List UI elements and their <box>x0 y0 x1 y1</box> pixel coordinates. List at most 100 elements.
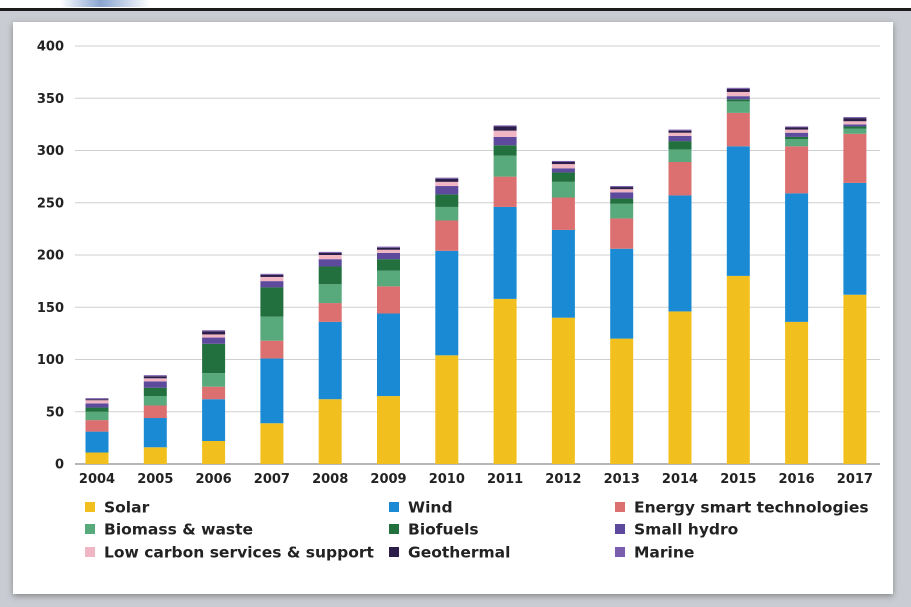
bar-stack-2004 <box>85 398 109 464</box>
bar-segment-solar-2016 <box>785 321 809 464</box>
bar-stack-2014 <box>668 129 692 464</box>
bar-segment-wind-2010 <box>435 250 459 356</box>
bar-segment-solar-2012 <box>551 317 575 464</box>
legend-item: Wind <box>389 499 453 517</box>
x-tick-label: 2017 <box>837 472 873 487</box>
bar-segment-geothermal-2013 <box>610 187 634 190</box>
x-tick-label: 2008 <box>312 472 348 487</box>
bar-segment-energy-smart-technologies-2010 <box>435 220 459 251</box>
bar-segment-geothermal-2005 <box>143 376 167 379</box>
y-tick-label: 100 <box>37 353 64 368</box>
x-tick-label: 2006 <box>196 472 232 487</box>
bar-stack-2006 <box>202 330 226 464</box>
legend-swatch <box>615 547 625 557</box>
bar-segment-low-carbon-services-support-2004 <box>85 400 109 404</box>
bar-segment-wind-2012 <box>551 229 575 318</box>
top-band <box>0 0 911 8</box>
bar-segment-low-carbon-services-support-2016 <box>785 129 809 133</box>
bar-segment-low-carbon-services-support-2009 <box>377 249 400 253</box>
bar-segment-energy-smart-technologies-2004 <box>85 420 109 432</box>
bar-segment-solar-2014 <box>668 311 692 464</box>
bar-segment-energy-smart-technologies-2013 <box>610 218 634 249</box>
legend-swatch <box>389 524 399 534</box>
bar-stack-2013 <box>610 186 634 464</box>
bar-stack-2008 <box>318 251 342 464</box>
legend-label: Low carbon services & support <box>104 544 374 562</box>
bar-segment-energy-smart-technologies-2007 <box>260 340 284 359</box>
x-tick-label: 2011 <box>487 472 523 487</box>
bar-segment-biofuels-2011 <box>493 145 517 156</box>
bar-segment-marine-2010 <box>435 177 459 179</box>
bar-segment-low-carbon-services-support-2015 <box>726 91 750 97</box>
bar-stack-2015 <box>726 87 750 464</box>
bar-segment-biofuels-2004 <box>85 407 109 412</box>
bar-segment-marine-2016 <box>785 126 809 128</box>
bar-segment-solar-2010 <box>435 355 459 464</box>
bar-stack-2007 <box>260 273 284 464</box>
bar-segment-low-carbon-services-support-2013 <box>610 189 634 193</box>
bar-segment-small-hydro-2005 <box>143 381 167 388</box>
legend-item: Solar <box>85 499 150 517</box>
legend-item: Marine <box>615 544 694 562</box>
bar-segment-energy-smart-technologies-2012 <box>551 197 575 230</box>
bar-segment-marine-2007 <box>260 273 284 275</box>
legend-item: Energy smart technologies <box>615 499 869 517</box>
bar-segment-biofuels-2006 <box>202 343 226 374</box>
bar-segment-biomass-waste-2017 <box>843 128 867 134</box>
bar-segment-energy-smart-technologies-2015 <box>726 112 750 147</box>
bar-stack-2009 <box>377 246 400 464</box>
bar-segment-marine-2013 <box>610 186 634 188</box>
bar-segment-wind-2013 <box>610 248 634 339</box>
bar-segment-energy-smart-technologies-2006 <box>202 386 226 400</box>
bar-segment-low-carbon-services-support-2006 <box>202 334 226 338</box>
bar-segment-wind-2004 <box>85 431 109 453</box>
bar-segment-energy-smart-technologies-2008 <box>318 303 342 322</box>
bar-segment-wind-2006 <box>202 399 226 442</box>
bar-segment-geothermal-2008 <box>318 252 342 255</box>
bar-segment-small-hydro-2010 <box>435 186 459 195</box>
y-tick-label: 200 <box>37 249 64 264</box>
bar-stack-2012 <box>551 160 575 464</box>
bar-segment-low-carbon-services-support-2012 <box>551 164 575 169</box>
bar-segment-small-hydro-2004 <box>85 403 109 408</box>
legend-swatch <box>389 547 399 557</box>
bar-segment-biomass-waste-2005 <box>143 396 167 406</box>
bar-segment-small-hydro-2008 <box>318 259 342 267</box>
bar-segment-small-hydro-2011 <box>493 136 517 146</box>
bar-segment-geothermal-2015 <box>726 88 750 92</box>
legend: Solar Wind Energy smart technologies Biomas… <box>85 499 869 562</box>
legend-label: Marine <box>634 544 694 562</box>
y-tick-label: 250 <box>37 196 64 211</box>
bar-segment-low-carbon-services-support-2008 <box>318 255 342 260</box>
bar-segment-small-hydro-2007 <box>260 281 284 288</box>
bar-segment-small-hydro-2014 <box>668 135 692 142</box>
bar-segment-small-hydro-2017 <box>843 124 867 127</box>
bar-segment-marine-2006 <box>202 330 226 332</box>
y-tick-label: 0 <box>55 458 64 473</box>
bar-stack-2011 <box>493 125 517 464</box>
y-tick-label: 50 <box>46 405 64 420</box>
bar-segment-biofuels-2007 <box>260 287 284 317</box>
bar-segment-biofuels-2016 <box>785 136 809 140</box>
bar-segment-geothermal-2006 <box>202 331 226 335</box>
bar-segment-geothermal-2017 <box>843 118 867 122</box>
bar-segment-biomass-waste-2010 <box>435 206 459 221</box>
bar-segment-low-carbon-services-support-2010 <box>435 181 459 187</box>
bar-segment-energy-smart-technologies-2009 <box>377 286 400 314</box>
bar-segment-energy-smart-technologies-2016 <box>785 146 809 194</box>
bar-segment-biomass-waste-2014 <box>668 149 692 162</box>
bar-segment-marine-2009 <box>377 246 400 248</box>
x-tick-label: 2015 <box>720 472 756 487</box>
y-tick-label: 300 <box>37 144 64 159</box>
bar-segment-energy-smart-technologies-2011 <box>493 176 517 207</box>
bar-segment-energy-smart-technologies-2017 <box>843 133 867 183</box>
legend-label: Biomass & waste <box>104 521 253 539</box>
bar-segment-marine-2008 <box>318 251 342 253</box>
x-axis-ticks: 2004 2005 2006 2007 2008 2009 2010 2011 2012 2013… <box>79 472 873 487</box>
top-rule <box>0 8 911 11</box>
bars <box>85 87 867 464</box>
bar-segment-biofuels-2017 <box>843 126 867 129</box>
bar-segment-geothermal-2014 <box>668 130 692 133</box>
bar-segment-biomass-waste-2016 <box>785 139 809 147</box>
